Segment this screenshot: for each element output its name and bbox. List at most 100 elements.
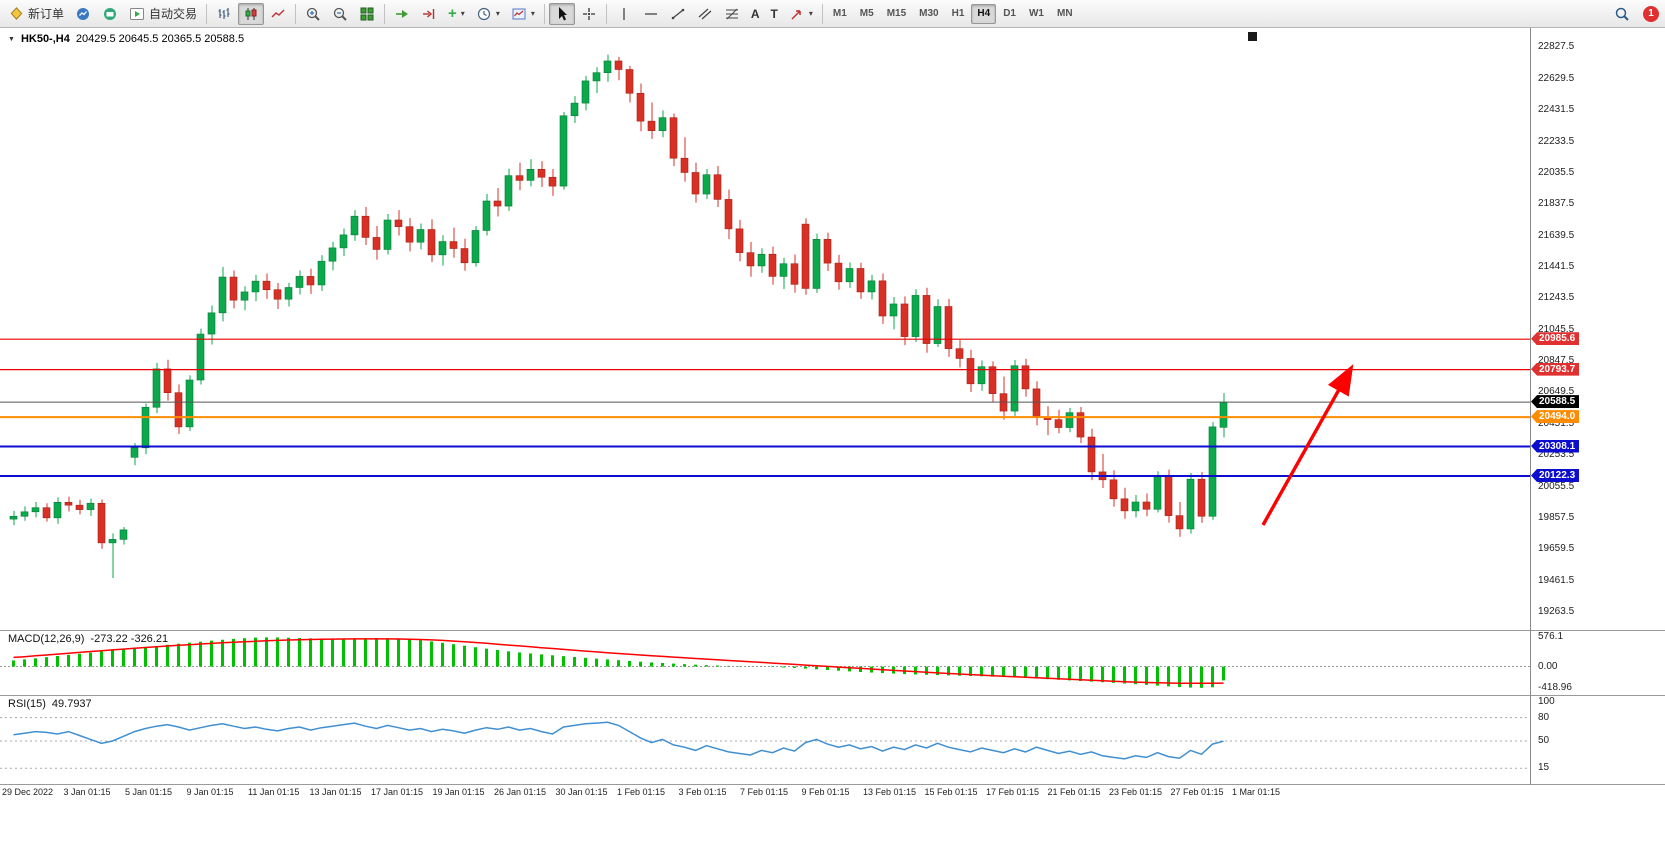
panel-divider[interactable] [0,784,1665,785]
line-chart-icon [271,9,285,17]
line-chart-mode-button[interactable] [265,3,291,25]
panel-divider[interactable] [0,630,1665,631]
indicators-button[interactable]: + ▾ [443,3,470,25]
text-tool-icon: A [750,6,760,21]
indicator-axis-label: 80 [1538,711,1550,723]
macd-label: MACD(12,26,9) -273.22 -326.21 [8,633,168,645]
time-axis-label: 3 Feb 01:15 [678,787,727,797]
timeframe-w1[interactable]: W1 [1023,4,1050,24]
price-axis-label: 21441.5 [1538,260,1575,272]
chart-shift-button[interactable] [416,3,442,25]
price-axis-label: 22233.5 [1538,135,1575,147]
timeframe-h4[interactable]: H4 [971,3,997,24]
fibonacci-tool-button[interactable] [719,3,745,25]
symbol-timeframe-label: HK50-,H4 [20,33,70,45]
symbol-triangle-icon[interactable]: ▼ [8,35,15,43]
toolbar-separator [821,3,823,24]
templates-icon [512,8,526,19]
price-axis-label: 19659.5 [1538,543,1575,555]
channel-tool-button[interactable] [692,3,718,25]
search-button[interactable] [1609,3,1635,25]
toolbar-separator [295,3,297,24]
zoom-in-button[interactable] [300,3,326,25]
bar-chart-mode-button[interactable] [211,3,237,25]
tile-windows-button[interactable] [354,3,380,25]
auto-scroll-button[interactable] [389,3,415,25]
toolbar-separator [543,3,545,24]
price-axis-label: 21837.5 [1538,198,1575,210]
crosshair-icon [582,7,595,20]
time-axis-label: 27 Feb 01:15 [1170,787,1224,797]
macd-panel: MACD(12,26,9) -273.22 -326.21 [0,631,1530,695]
rsi-name: RSI(15) [8,698,46,710]
time-axis-label: 9 Jan 01:15 [186,787,234,797]
time-axis-label: 23 Feb 01:15 [1109,787,1163,797]
label-tool-button[interactable]: T [766,3,783,25]
trendline-tool-button[interactable] [665,3,691,25]
price-axis-label: 21639.5 [1538,229,1575,241]
indicator-axis-label: 0.00 [1538,660,1558,672]
auto-trading-button[interactable]: 自动交易 [124,3,202,25]
price-axis[interactable]: 22827.5 22629.5 22431.5 22233.5 22035.5 21837… [1530,28,1665,785]
templates-button[interactable]: ▾ [506,3,540,25]
time-axis-label: 7 Feb 01:15 [740,787,789,797]
zoom-out-button[interactable] [327,3,353,25]
notification-badge[interactable]: 1 [1643,5,1659,22]
time-axis[interactable]: 29 Dec 2022 3 Jan 01:15 5 Jan 01:15 9 Jan 0… [0,786,1530,801]
new-order-button[interactable]: 新订单 [4,3,69,25]
symbol-info: ▼ HK50-,H4 20429.5 20645.5 20365.5 20588… [8,33,244,45]
rsi-chart[interactable] [0,696,1530,784]
candlestick-mode-button[interactable] [238,2,265,25]
search-icon [1615,7,1629,21]
timeframe-m30[interactable]: M30 [913,4,944,24]
timeframe-m5[interactable]: M5 [854,4,880,24]
timeframe-mn[interactable]: MN [1051,4,1079,24]
macd-chart[interactable] [0,631,1530,695]
new-order-label: 新订单 [28,7,65,21]
timeframe-m1[interactable]: M1 [827,4,853,24]
rsi-label: RSI(15) 49.7937 [8,698,92,710]
timeframe-d1[interactable]: D1 [997,4,1022,24]
price-tag: 20588.5 [1531,395,1580,409]
vertical-line-icon [623,7,625,20]
text-tool-button[interactable]: A [746,3,765,25]
arrow-tool-icon [791,9,801,20]
price-axis-label: 20253.5 [1538,449,1575,461]
arrows-tool-button[interactable]: ▾ [784,3,818,25]
crosshair-tool-button[interactable] [576,3,602,25]
time-axis-label: 11 Jan 01:15 [248,787,300,797]
price-axis-label: 21045.5 [1538,323,1575,335]
candlestick-chart-icon [245,7,257,20]
terminal-button[interactable] [97,3,123,25]
timeframe-h1[interactable]: H1 [946,4,971,24]
market-watch-icon [77,7,90,20]
chart-shift-marker[interactable] [1248,32,1257,41]
terminal-icon [104,7,117,20]
market-watch-button[interactable] [70,3,96,25]
chart-shift-icon [423,8,435,19]
auto-scroll-icon [396,9,409,18]
cursor-tool-button[interactable] [548,2,575,25]
chevron-down-icon: ▾ [495,8,500,18]
time-axis-label: 29 Dec 2022 [2,787,54,797]
time-axis-label: 1 Feb 01:15 [617,787,666,797]
chevron-down-icon: ▾ [808,8,813,18]
zoom-out-icon [333,7,347,21]
time-axis-label: 9 Feb 01:15 [801,787,850,797]
price-axis-label: 22431.5 [1538,104,1575,116]
vertical-line-tool-button[interactable] [611,3,637,25]
time-axis-label: 5 Jan 01:15 [125,787,173,797]
horizontal-line-tool-button[interactable] [638,3,664,25]
new-order-icon [10,7,23,20]
toolbar-separator [206,3,208,24]
price-tag: 20308.1 [1531,439,1580,453]
clock-icon [477,7,490,20]
fibonacci-icon [725,8,738,19]
label-tool-icon: T [770,6,778,21]
panel-divider[interactable] [0,695,1665,696]
price-chart[interactable] [0,28,1530,630]
price-axis-label: 20649.5 [1538,386,1575,398]
periods-button[interactable]: ▾ [471,3,505,25]
time-axis-label: 26 Jan 01:15 [494,787,547,797]
timeframe-m15[interactable]: M15 [881,4,912,24]
